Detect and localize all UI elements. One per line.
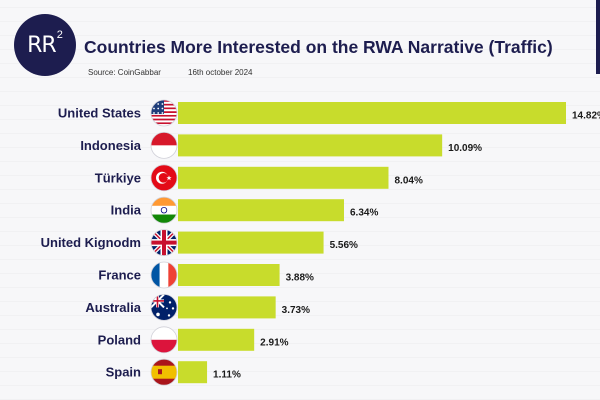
- category-label: United States: [58, 106, 141, 121]
- right-accent-bar: [596, 0, 600, 74]
- france-flag-icon: [151, 262, 177, 288]
- bar-row: Poland 2.91%: [98, 326, 289, 354]
- value-label: 3.73%: [282, 305, 310, 316]
- flag: [150, 164, 178, 192]
- india-flag-icon: [151, 197, 177, 224]
- date-text: 16th october 2024: [188, 68, 253, 77]
- value-label: 14.82%: [572, 111, 600, 122]
- us-flag-icon: [151, 100, 177, 126]
- category-label: Indonesia: [80, 138, 141, 153]
- bar-row: France 3.88%: [98, 261, 314, 289]
- category-label: Poland: [98, 332, 141, 347]
- source-text: Source: CoinGabbar: [88, 68, 161, 77]
- value-label: 2.91%: [260, 337, 288, 348]
- chart-title: Countries More Interested on the RWA Nar…: [84, 37, 553, 57]
- category-label: Australia: [85, 300, 141, 315]
- poland-flag-icon: [151, 326, 177, 353]
- bar-row: United States 14.82%: [58, 99, 600, 127]
- bar: [178, 361, 208, 384]
- bar-row: Türkiye 8.04%: [95, 164, 423, 192]
- bar: [178, 102, 566, 124]
- category-label: France: [98, 268, 141, 283]
- indonesia-flag-icon: [151, 132, 177, 159]
- flag: [150, 229, 178, 257]
- value-label: 1.11%: [213, 370, 241, 381]
- bar-row: Spain 1.11%: [106, 358, 241, 386]
- category-label: Spain: [106, 365, 141, 380]
- value-label: 10.09%: [448, 143, 482, 154]
- australia-flag-icon: [151, 294, 177, 321]
- value-label: 8.04%: [394, 175, 422, 186]
- bar: [178, 296, 276, 319]
- flag: [150, 293, 178, 321]
- spain-flag-icon: [151, 359, 177, 386]
- category-label: India: [111, 203, 142, 218]
- value-label: 3.88%: [286, 273, 314, 284]
- logo-text: RR: [27, 32, 57, 58]
- rr2-logo: RR 2: [14, 14, 76, 76]
- flag: [150, 196, 178, 224]
- category-label: United Kignodm: [41, 235, 141, 250]
- bar: [178, 166, 389, 189]
- value-label: 6.34%: [350, 208, 378, 219]
- category-label: Türkiye: [95, 170, 141, 185]
- flag: [150, 131, 178, 159]
- turkiye-flag-icon: [151, 164, 177, 191]
- value-label: 5.56%: [330, 240, 358, 251]
- bar: [178, 328, 255, 351]
- bar: [178, 199, 344, 222]
- bar: [178, 231, 324, 254]
- uk-flag-icon: [151, 229, 177, 256]
- flag: [150, 358, 178, 386]
- bar: [178, 264, 280, 286]
- flag: [150, 99, 178, 127]
- bar-row: Australia 3.73%: [85, 293, 310, 321]
- bar-row: United Kignodm 5.56%: [41, 229, 358, 257]
- bar: [178, 134, 443, 157]
- bar-row: Indonesia 10.09%: [80, 131, 482, 159]
- logo-superscript: 2: [56, 29, 63, 41]
- flag: [150, 326, 178, 354]
- flag: [150, 261, 178, 289]
- bar-row: India 6.34%: [111, 196, 378, 224]
